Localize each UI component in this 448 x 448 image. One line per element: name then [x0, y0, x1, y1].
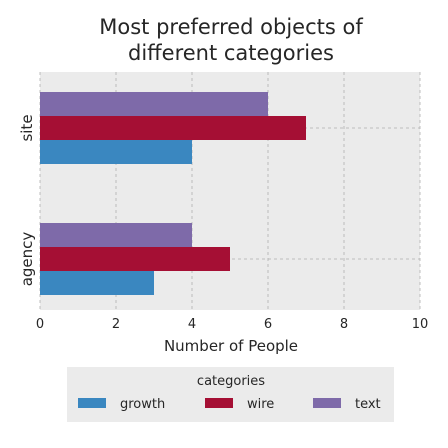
x-tick-label-10: 10 — [412, 317, 429, 332]
legend-entries: growth wire text — [78, 397, 381, 412]
x-tick-label-2: 2 — [112, 317, 120, 332]
bar-agency-growth — [40, 271, 154, 295]
x-tick-labels: 0 2 4 6 8 10 — [36, 317, 428, 332]
x-tick-label-4: 4 — [188, 317, 196, 332]
legend-label-wire: wire — [247, 397, 274, 412]
bar-site-text — [40, 92, 268, 116]
legend-label-growth: growth — [120, 397, 165, 412]
legend-label-text: text — [355, 397, 381, 412]
bar-agency-wire — [40, 247, 230, 271]
legend-swatch-text — [313, 398, 341, 408]
y-category-labels: site agency — [18, 114, 36, 286]
x-tick-label-0: 0 — [36, 317, 44, 332]
bars — [40, 92, 306, 295]
legend-swatch-wire — [205, 398, 233, 408]
legend-title: categories — [197, 374, 265, 389]
y-category-label-agency: agency — [18, 232, 36, 287]
chart-title-line-1: Most preferred objects of — [99, 15, 363, 39]
bar-agency-text — [40, 223, 192, 247]
y-category-label-site: site — [18, 114, 36, 141]
x-axis-label: Number of People — [164, 337, 298, 355]
bar-site-growth — [40, 140, 192, 164]
x-tick-label-6: 6 — [264, 317, 272, 332]
x-tick-label-8: 8 — [340, 317, 348, 332]
legend-box — [67, 367, 394, 422]
bar-site-wire — [40, 116, 306, 140]
chart-title-line-2: different categories — [128, 41, 334, 65]
legend-swatch-growth — [78, 398, 106, 408]
